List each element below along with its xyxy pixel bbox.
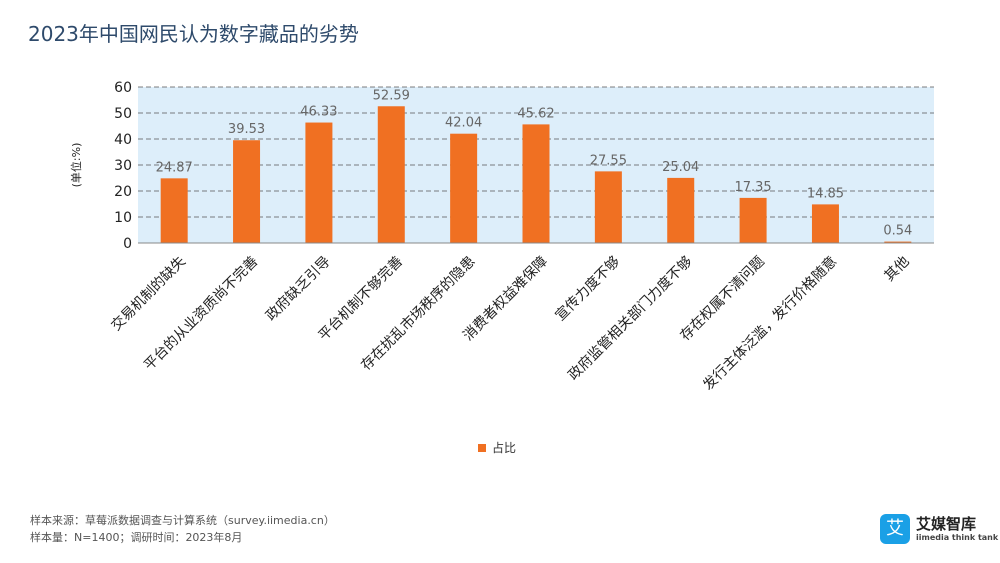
data-label: 27.55 — [590, 153, 627, 168]
x-tick-label: 存在扰乱市场秩序的隐患 — [358, 253, 479, 374]
bar — [594, 171, 622, 243]
sample-line: 样本量：N=1400；调研时间：2023年8月 — [30, 531, 243, 544]
data-label: 42.04 — [445, 116, 482, 131]
bar — [884, 241, 912, 243]
legend-swatch — [478, 444, 486, 452]
data-label: 52.59 — [373, 88, 410, 103]
data-labels: 24.87 39.53 46.33 52.59 42.04 45.62 27.55 25.04… — [156, 88, 913, 238]
y-tick-label: 40 — [114, 132, 132, 148]
bar — [667, 177, 695, 243]
bar-chart: 0 10 20 30 40 50 60 24.87 39.53 46.33 52.59 42.04 4… — [69, 80, 934, 455]
bar — [233, 140, 261, 243]
bar — [160, 178, 188, 243]
data-label: 0.54 — [883, 224, 912, 239]
y-tick-label: 60 — [114, 80, 132, 96]
bar — [450, 133, 478, 243]
y-axis-ticks: 0 10 20 30 40 50 60 — [114, 80, 132, 252]
page-title: 2023年中国网民认为数字藏品的劣势 — [28, 22, 359, 46]
source-note: 样本来源：草莓派数据调查与计算系统（survey.iimedia.cn） 样本量… — [30, 512, 335, 546]
legend: 占比 — [478, 440, 516, 455]
x-tick-label: 政府缺乏引导 — [263, 254, 334, 325]
data-label: 45.62 — [517, 106, 554, 121]
brand-subtitle: iimedia think tank — [916, 533, 999, 542]
x-tick-label: 政府监管相关部门力度不够 — [565, 254, 695, 384]
data-label: 17.35 — [734, 180, 771, 195]
bar — [811, 204, 839, 243]
data-label: 25.04 — [662, 160, 699, 175]
data-label: 46.33 — [300, 105, 337, 120]
bar — [522, 124, 550, 243]
bar — [739, 197, 767, 243]
y-tick-label: 30 — [114, 158, 132, 174]
y-tick-label: 50 — [114, 106, 132, 122]
x-tick-label: 发行主体泛滥，发行价格随意 — [700, 253, 841, 394]
brand-logo: 艾 艾媒智库 iimedia think tank — [880, 512, 998, 548]
x-tick-label: 宣传力度不够 — [552, 254, 623, 325]
bar — [377, 106, 405, 244]
data-label: 39.53 — [228, 122, 265, 137]
gridlines — [138, 86, 934, 218]
legend-label: 占比 — [492, 440, 516, 455]
y-tick-label: 20 — [114, 184, 132, 200]
data-label: 24.87 — [156, 160, 193, 175]
data-label: 14.85 — [807, 186, 844, 201]
bar — [305, 122, 333, 243]
brand-logo-icon: 艾 — [880, 514, 910, 544]
y-tick-label: 0 — [123, 236, 132, 252]
source-line: 样本来源：草莓派数据调查与计算系统（survey.iimedia.cn） — [30, 514, 335, 527]
x-tick-label: 交易机制的缺失 — [108, 253, 189, 334]
y-tick-label: 10 — [114, 210, 132, 226]
x-tick-label: 其他 — [882, 254, 913, 285]
brand-name: 艾媒智库 — [916, 515, 977, 533]
y-axis-label: (单位:%) — [69, 143, 83, 188]
bars — [160, 106, 912, 244]
